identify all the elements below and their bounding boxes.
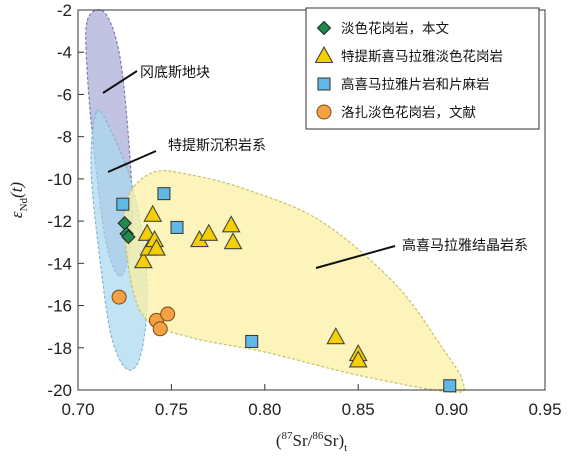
y-tick-label: -16 [47, 297, 72, 316]
y-tick-label: -12 [47, 212, 72, 231]
legend-marker-circle [316, 104, 332, 120]
y-axis-title: εNd(t) [7, 182, 30, 219]
legend-marker-square [317, 77, 331, 91]
legend-box [305, 7, 540, 130]
y-tick-label: -20 [47, 381, 72, 400]
y-tick-label: -6 [57, 85, 72, 104]
point-circle-3 [160, 306, 176, 322]
leader-line [315, 245, 396, 269]
region-label-1: 特提斯沉积岩系 [168, 138, 266, 154]
region-2 [123, 170, 466, 393]
axes-layer: 0.70 0.75 0.80 0.85 0.90 0.95 -2 -4 -6 -8 -10 -12 -1… [7, 1, 562, 454]
point-square-1 [157, 187, 171, 201]
point-square-4 [443, 379, 457, 393]
y-tick-label: -14 [47, 254, 72, 273]
points-layer [111, 187, 457, 393]
region-label-0: 冈底斯地块 [140, 65, 210, 81]
legend-marker-triangle [314, 45, 334, 64]
legend-label: 洛扎淡色花岗岩，文献 [341, 104, 476, 121]
legend-label: 淡色花岗岩，本文 [341, 20, 449, 37]
x-tick-label: 0.75 [155, 400, 188, 419]
point-diamond-2 [121, 229, 136, 245]
leader-line [107, 150, 157, 173]
x-tick-label: 0.95 [528, 400, 561, 419]
legend-label: 特提斯喜马拉雅淡色花岗岩 [341, 48, 503, 65]
region-1 [90, 109, 148, 371]
point-square-0 [116, 197, 130, 211]
point-triangle-7 [199, 223, 219, 241]
point-square-3 [245, 334, 259, 348]
point-triangle-5 [147, 238, 166, 256]
point-triangle-12 [348, 350, 368, 368]
legend-marker-diamond [316, 20, 332, 36]
point-triangle-3 [143, 204, 163, 222]
point-triangle-0 [133, 251, 153, 269]
y-tick-label: -18 [47, 339, 72, 358]
point-square-2 [170, 220, 184, 234]
y-tick-label: -10 [47, 170, 72, 189]
y-tick-label: -8 [57, 128, 72, 147]
legend: 淡色花岗岩，本文特提斯喜马拉雅淡色花岗岩高喜马拉雅片岩和片麻岩洛扎淡色花岗岩，文… [305, 7, 540, 130]
region-label-2: 高喜马拉雅结晶岩系 [402, 237, 528, 254]
point-circle-0 [111, 289, 127, 305]
y-tick-label: -4 [57, 43, 72, 62]
legend-label: 高喜马拉雅片岩和片麻岩 [341, 76, 490, 93]
point-circle-2 [152, 321, 168, 337]
point-triangle-9 [223, 232, 243, 250]
x-tick-label: 0.90 [435, 400, 468, 419]
x-tick-label: 0.85 [342, 400, 375, 419]
point-triangle-8 [221, 215, 241, 233]
point-triangle-10 [326, 327, 346, 345]
x-tick-label: 0.80 [248, 400, 281, 419]
leader-line [102, 70, 138, 94]
x-tick-label: 0.70 [61, 400, 94, 419]
x-axis-title: (87Sr/86Sr)t [276, 430, 347, 454]
y-tick-label: -2 [57, 1, 72, 20]
